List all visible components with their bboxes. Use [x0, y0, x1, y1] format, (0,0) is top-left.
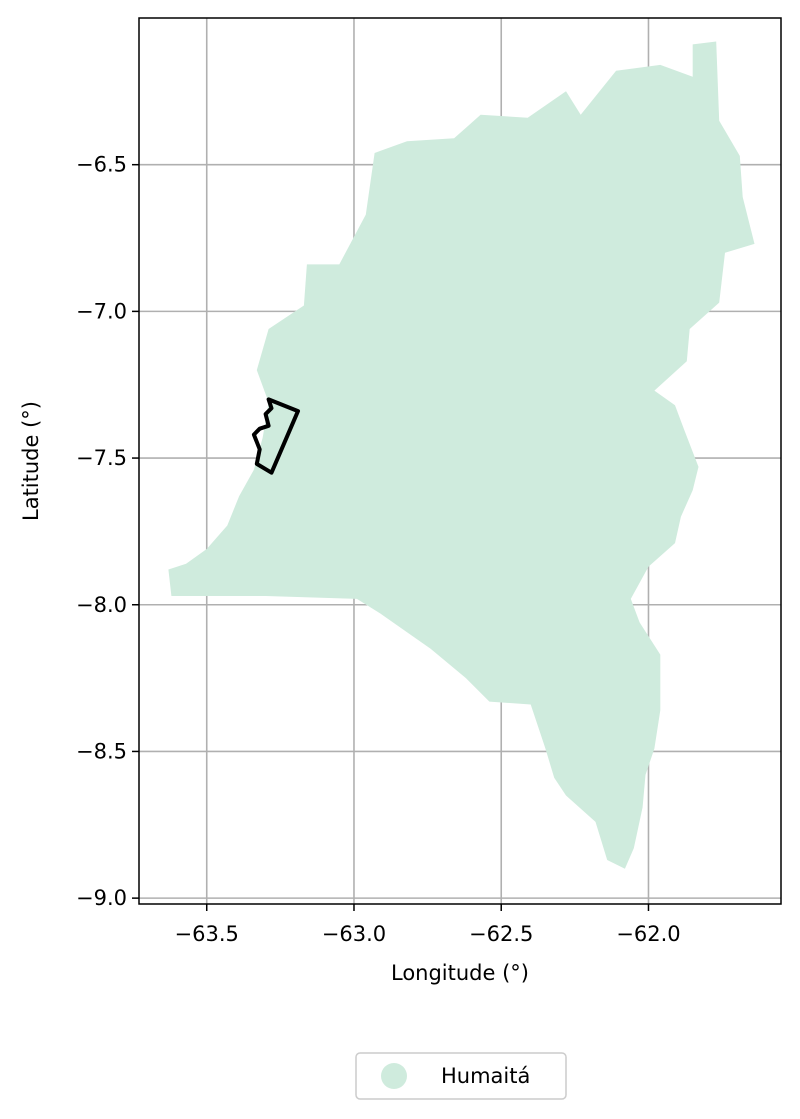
boundary-layer: [251, 397, 300, 475]
y-tick-label: −7.0: [76, 299, 127, 323]
x-tick-label: −63.0: [322, 922, 386, 946]
legend: Humaitá: [355, 1052, 567, 1100]
x-tick-label: −62.0: [616, 922, 680, 946]
x-tick-label: −63.5: [175, 922, 239, 946]
y-axis-title: Latitude (°): [19, 401, 43, 521]
x-axis-ticks: −63.5 −63.0 −62.5 −62.0: [175, 904, 681, 946]
y-tick-label: −9.0: [76, 886, 127, 910]
y-tick-label: −8.5: [76, 739, 127, 763]
x-tick-label: −62.5: [469, 922, 533, 946]
y-tick-label: −7.5: [76, 446, 127, 470]
region-layer: [168, 41, 755, 869]
plot-frame: [138, 17, 782, 905]
study-area-boundary: [251, 397, 300, 475]
region-humaita: [168, 41, 755, 869]
y-tick-label: −6.5: [76, 153, 127, 177]
legend-label-humaita: Humaitá: [441, 1064, 530, 1088]
y-axis-ticks: −6.5 −7.0 −7.5 −8.0 −8.5 −9.0: [76, 153, 139, 910]
x-axis-title: Longitude (°): [391, 961, 529, 985]
legend-frame: [355, 1052, 567, 1100]
y-tick-label: −8.0: [76, 593, 127, 617]
legend-marker-humaita: [381, 1063, 407, 1089]
